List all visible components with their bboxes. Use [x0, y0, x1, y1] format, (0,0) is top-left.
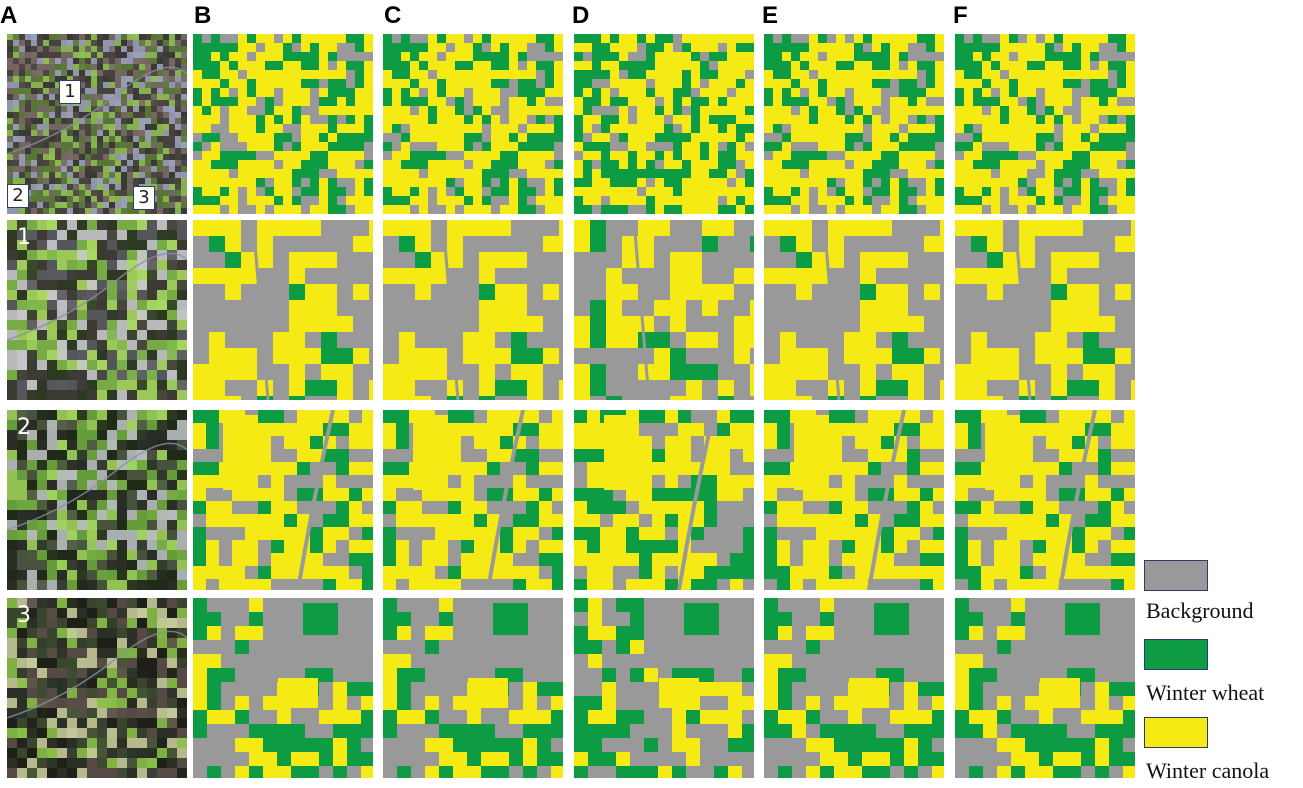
- classification-map: [193, 34, 373, 214]
- classification-map: [574, 598, 754, 778]
- classification-map: [764, 34, 944, 214]
- classification-map-graphic: [193, 34, 373, 214]
- classification-map: [193, 410, 373, 590]
- satellite-image-graphic: [7, 410, 187, 590]
- satellite-zoom-image: 1: [7, 220, 187, 400]
- classification-map: [764, 598, 944, 778]
- classification-map-graphic: [955, 410, 1135, 590]
- classification-map-graphic: [764, 220, 944, 400]
- classification-map: [764, 220, 944, 400]
- classification-map: [383, 34, 563, 214]
- classification-map: [955, 34, 1135, 214]
- classification-map-graphic: [955, 34, 1135, 214]
- classification-map: [574, 34, 754, 214]
- column-label-b: B: [194, 2, 212, 29]
- classification-map: [383, 410, 563, 590]
- classification-map: [383, 598, 563, 778]
- column-label-d: D: [572, 2, 590, 29]
- classification-map-graphic: [574, 598, 754, 778]
- row-number-label: 1: [17, 225, 31, 250]
- classification-map-graphic: [193, 410, 373, 590]
- satellite-zoom-image: 2: [7, 410, 187, 590]
- row-number-label: 2: [17, 415, 31, 440]
- satellite-zoom-image: 3: [7, 598, 187, 778]
- classification-map: [955, 598, 1135, 778]
- classification-map-graphic: [193, 598, 373, 778]
- classification-map: [193, 220, 373, 400]
- classification-map-graphic: [383, 598, 563, 778]
- classification-map: [574, 410, 754, 590]
- legend-swatch-background: [1144, 560, 1208, 591]
- overview-marker-1: 1: [59, 80, 81, 104]
- satellite-image-graphic: [7, 598, 187, 778]
- legend-label-winter-canola: Winter canola: [1146, 758, 1270, 783]
- classification-map: [574, 220, 754, 400]
- classification-map-graphic: [955, 220, 1135, 400]
- satellite-overview-image: 1 2 3: [7, 34, 187, 214]
- legend-label-winter-wheat: Winter wheat: [1146, 680, 1265, 705]
- classification-map-graphic: [574, 34, 754, 214]
- classification-map: [955, 410, 1135, 590]
- classification-map-graphic: [383, 410, 563, 590]
- column-label-a: A: [0, 2, 18, 29]
- column-label-c: C: [384, 2, 402, 29]
- classification-map-graphic: [764, 34, 944, 214]
- classification-map-graphic: [383, 220, 563, 400]
- classification-map-graphic: [574, 410, 754, 590]
- classification-map-graphic: [764, 598, 944, 778]
- classification-map-graphic: [193, 220, 373, 400]
- column-label-f: F: [953, 2, 968, 29]
- legend-swatch-winter-wheat: [1144, 639, 1208, 670]
- satellite-image-graphic: [7, 220, 187, 400]
- classification-map-graphic: [383, 34, 563, 214]
- satellite-image-graphic: [7, 34, 187, 214]
- classification-map: [383, 220, 563, 400]
- classification-map-graphic: [955, 598, 1135, 778]
- legend-swatch-winter-canola: [1144, 717, 1208, 748]
- legend-label-background: Background: [1146, 598, 1254, 623]
- classification-map: [955, 220, 1135, 400]
- overview-marker-3: 3: [133, 186, 155, 210]
- overview-marker-2: 2: [7, 184, 29, 208]
- classification-map-graphic: [764, 410, 944, 590]
- row-number-label: 3: [17, 603, 31, 628]
- column-label-e: E: [762, 2, 779, 29]
- classification-map: [764, 410, 944, 590]
- classification-map-graphic: [574, 220, 754, 400]
- classification-map: [193, 598, 373, 778]
